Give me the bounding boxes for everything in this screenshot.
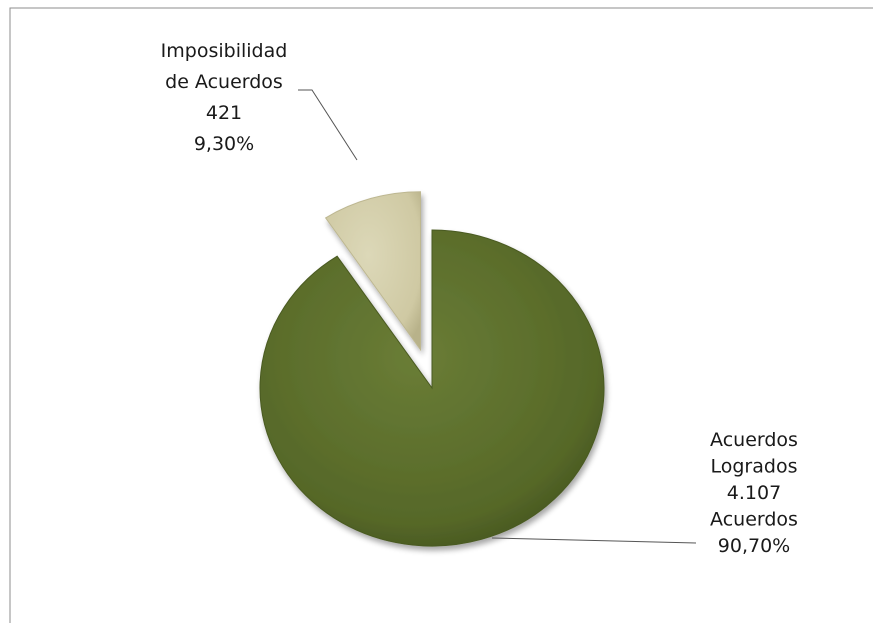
leader-line-1 xyxy=(298,89,358,161)
data-label-line: 421 xyxy=(206,102,242,124)
data-label-acuerdos-logrados: Acuerdos Logrados 4.107 Acuerdos 90,70% xyxy=(710,429,798,557)
leader-lines xyxy=(298,89,697,544)
data-label-imposibilidad-de-acuerdos: Imposibilidad de Acuerdos 421 9,30% xyxy=(161,40,288,155)
data-labels: Acuerdos Logrados 4.107 Acuerdos 90,70% Impos… xyxy=(161,40,798,557)
data-label-line: Logrados xyxy=(711,456,798,478)
data-label-line: de Acuerdos xyxy=(165,71,283,93)
data-label-line: 4.107 xyxy=(727,482,781,504)
chart-border xyxy=(9,7,873,623)
pie-slice-imposibilidad-de-acuerdos xyxy=(324,191,421,352)
data-label-line: Acuerdos xyxy=(710,429,798,451)
pie-slice-acuerdos-logrados xyxy=(259,229,605,547)
data-label-line: Acuerdos xyxy=(710,509,798,531)
data-label-line: Imposibilidad xyxy=(161,40,288,62)
data-label-line: 90,70% xyxy=(718,535,790,557)
data-label-line: 9,30% xyxy=(194,133,254,155)
pie-slices xyxy=(259,191,605,547)
leader-line-0 xyxy=(491,537,697,544)
